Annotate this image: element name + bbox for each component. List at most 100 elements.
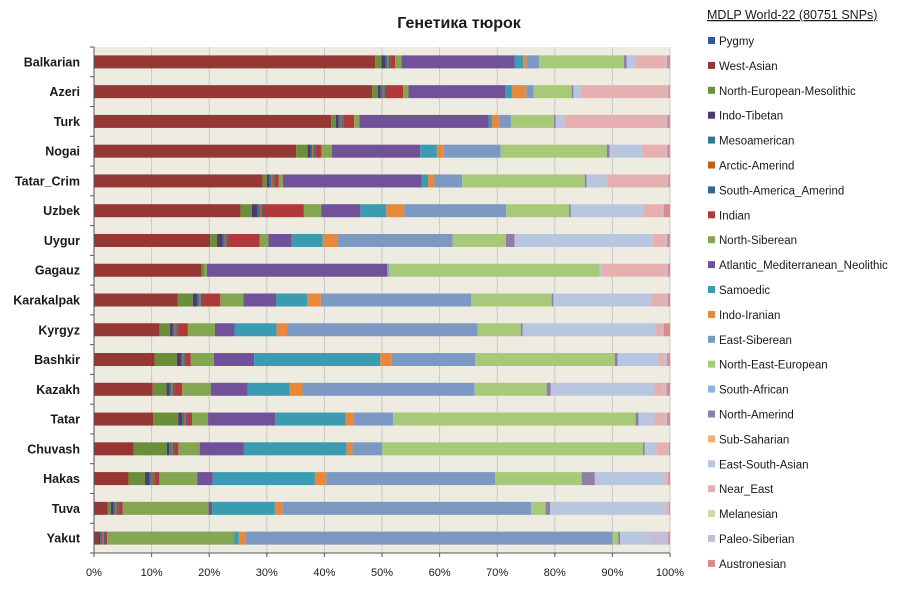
bar-segment xyxy=(186,353,191,367)
bar-segment xyxy=(586,174,607,188)
bar-segment xyxy=(638,412,655,426)
bar-segment xyxy=(266,174,270,188)
bar-segment xyxy=(664,412,668,426)
bar-segment xyxy=(268,233,292,247)
category-label: Yakut xyxy=(47,532,81,546)
bar-segment xyxy=(644,442,657,456)
bar-segment xyxy=(390,55,396,69)
bar-segment xyxy=(182,412,184,426)
bar-segment xyxy=(169,442,171,456)
bar-segment xyxy=(254,353,381,367)
x-tick-label: 100% xyxy=(656,567,684,579)
bar-segment xyxy=(234,323,277,337)
bar-segment xyxy=(321,144,332,158)
bar-segment xyxy=(105,531,108,545)
bar-segment xyxy=(190,353,214,367)
bar-segment xyxy=(337,233,453,247)
bar-segment xyxy=(385,55,388,69)
bar-segment xyxy=(199,442,244,456)
bar-segment xyxy=(546,382,551,396)
x-tick-label: 0% xyxy=(86,567,102,579)
legend-swatch xyxy=(708,61,715,69)
bar-segment xyxy=(655,323,662,337)
bar-segment xyxy=(635,412,639,426)
legend-label: Indo-Tibetan xyxy=(719,111,783,123)
bar-segment xyxy=(665,114,668,128)
bar-segment xyxy=(177,293,193,307)
bar-segment xyxy=(668,531,670,545)
bar-segment xyxy=(94,531,99,545)
bar-segment xyxy=(522,323,656,337)
x-tick-label: 80% xyxy=(544,567,566,579)
bar-segment xyxy=(612,531,619,545)
bar-segment xyxy=(580,85,667,99)
bar-segment xyxy=(428,174,435,188)
bar-segment xyxy=(380,85,383,99)
bar-segment xyxy=(322,233,338,247)
bar-segment xyxy=(520,323,523,337)
bar-segment xyxy=(259,233,269,247)
bar-segment xyxy=(581,472,595,486)
bar-segment xyxy=(395,55,402,69)
bar-segment xyxy=(352,442,383,456)
category-label: Tuva xyxy=(52,502,81,516)
bar-segment xyxy=(668,501,670,515)
bar-segment xyxy=(403,85,409,99)
x-tick-label: 30% xyxy=(256,567,278,579)
category-label: Azeri xyxy=(49,85,80,99)
bar-segment xyxy=(212,472,315,486)
bar-segment xyxy=(498,114,511,128)
bar-segment xyxy=(94,233,211,247)
legend-swatch xyxy=(708,385,715,393)
bar-segment xyxy=(388,263,600,277)
bar-segment xyxy=(313,144,316,158)
bar-segment xyxy=(570,204,643,218)
bar-segment xyxy=(192,412,209,426)
legend-swatch xyxy=(708,485,715,493)
category-label: Hakas xyxy=(43,472,80,486)
bar-segment xyxy=(606,144,610,158)
bar-segment xyxy=(245,531,613,545)
bar-segment xyxy=(666,85,669,99)
legend-label: Sub-Saharian xyxy=(719,434,789,446)
bar-segment xyxy=(214,323,235,337)
legend: MDLP World-22 (80751 SNPs) Pygmy West-Asi… xyxy=(707,8,888,571)
bar-segment xyxy=(94,501,108,515)
bar-segment xyxy=(94,442,134,456)
bar-segment xyxy=(278,174,283,188)
bar-segment xyxy=(204,263,207,277)
bar-segment xyxy=(667,114,670,128)
bar-segment xyxy=(289,382,303,396)
bar-segment xyxy=(443,144,501,158)
bar-segment xyxy=(307,144,311,158)
bar-segment xyxy=(343,114,355,128)
bar-segment xyxy=(436,144,444,158)
bar-segment xyxy=(550,501,666,515)
bar-segment xyxy=(182,353,185,367)
bar-segment xyxy=(401,55,515,69)
bar-segment xyxy=(153,472,155,486)
x-tick-label: 20% xyxy=(198,567,220,579)
bar-segment xyxy=(271,174,274,188)
legend-swatch xyxy=(708,460,715,468)
bar-segment xyxy=(642,144,666,158)
bar-segment xyxy=(338,114,341,128)
bar-segment xyxy=(623,55,627,69)
category-label: Tatar xyxy=(50,413,80,427)
bar-segment xyxy=(128,472,146,486)
bar-segment xyxy=(666,382,670,396)
legend-swatch xyxy=(708,211,715,219)
bar-segment xyxy=(381,55,386,69)
bar-segment xyxy=(635,55,665,69)
bar-segment xyxy=(386,85,404,99)
bar-segment xyxy=(113,501,116,515)
bar-segment xyxy=(154,472,160,486)
legend-label: Arctic-Amerind xyxy=(719,161,794,173)
bar-segment xyxy=(533,85,572,99)
bar-segment xyxy=(117,501,119,515)
bar-segment xyxy=(353,412,394,426)
bar-segment xyxy=(98,531,101,545)
bar-segment xyxy=(169,382,172,396)
bar-segment xyxy=(606,174,667,188)
